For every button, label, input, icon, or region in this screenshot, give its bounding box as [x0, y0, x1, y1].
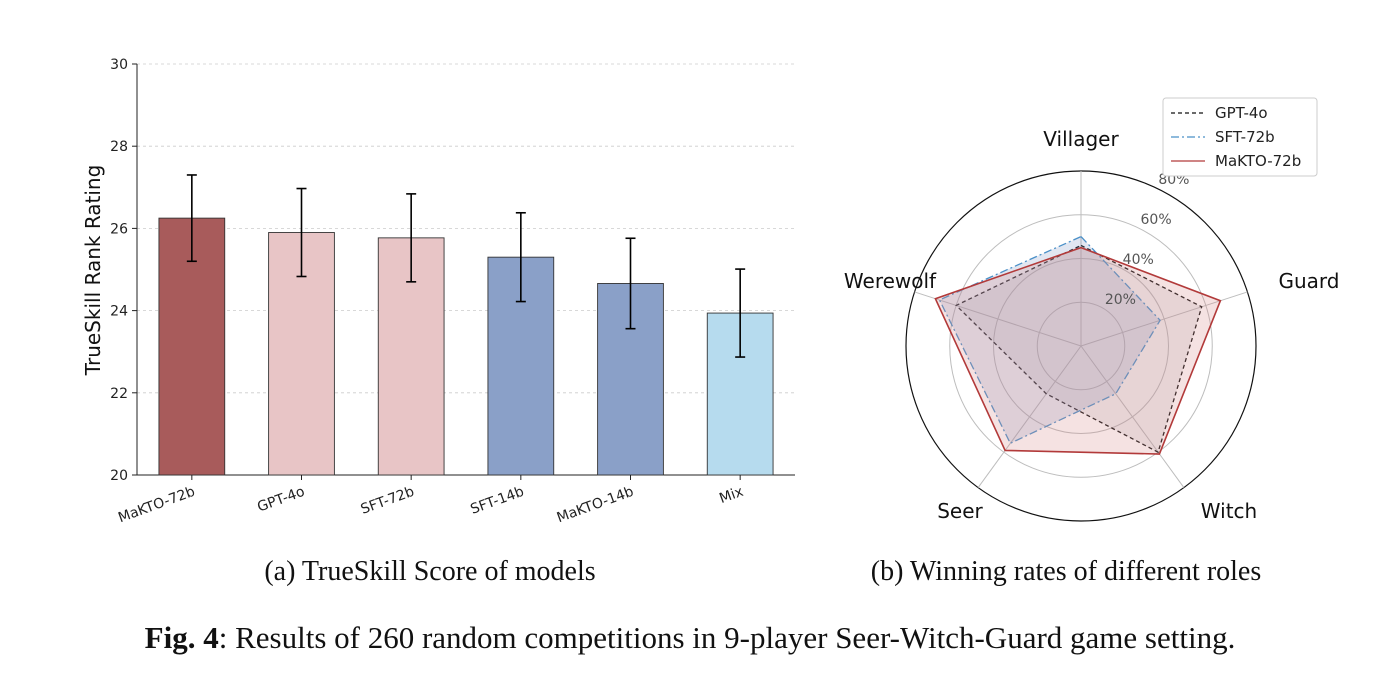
bar-chart-axes: [136, 64, 795, 476]
bar-chart-error-bars: [186, 174, 746, 358]
radar-radial-tick: 20%: [1105, 292, 1136, 308]
figure-caption-text: : Results of 260 random competitions in …: [219, 620, 1236, 655]
bar-chart-x-ticks: MaKTO-72b GPT-4o SFT-72b SFT-14b MaKTO-14b Mi…: [116, 475, 746, 527]
radar-radial-tick: 60%: [1141, 212, 1172, 228]
bar-chart-bars: [158, 217, 774, 476]
y-axis-label: TrueSkill Rank Rating: [81, 165, 105, 377]
y-tick-label: 24: [110, 304, 128, 320]
radar-axis-label-seer: Seer: [937, 499, 983, 523]
legend-label: SFT-72b: [1215, 128, 1275, 146]
bar-chart-gridlines: [137, 63, 795, 476]
y-tick-label: 30: [110, 57, 128, 73]
y-tick-label: 22: [110, 386, 128, 402]
x-tick-label: GPT-4o: [255, 484, 307, 516]
x-tick-label: SFT-14b: [468, 484, 526, 518]
radar-radial-tick: 40%: [1123, 252, 1154, 268]
legend-box: [1162, 97, 1318, 177]
radar-role-labels: Villager Guard Witch Seer Werewolf: [844, 127, 1340, 523]
y-tick-label: 26: [110, 221, 128, 237]
y-tick-label: 20: [110, 468, 128, 484]
legend: GPT-4o SFT-72b MaKTO-72b: [1162, 97, 1318, 177]
radar-axis-label-witch: Witch: [1201, 499, 1257, 523]
radar-axis-label-werewolf: Werewolf: [844, 269, 937, 293]
radar-spoke: [1080, 345, 1185, 488]
radar-spoke: [914, 291, 1082, 347]
x-tick-label: Mix: [717, 484, 745, 507]
x-tick-label: MaKTO-14b: [555, 484, 636, 527]
winning-rate-radar-chart: 20%40%60%80% VillagerGuardWitchSeerWerew…: [844, 97, 1340, 523]
radar-axis-label-guard: Guard: [1279, 269, 1340, 293]
bar-chart-y-ticks: 20 22 24 26 28 30: [110, 57, 137, 484]
figure-caption: Fig. 4: Results of 260 random competitio…: [145, 620, 1236, 655]
figure-caption-label: Fig. 4: [145, 620, 219, 655]
legend-label: MaKTO-72b: [1215, 152, 1301, 170]
x-tick-label: SFT-72b: [359, 484, 417, 518]
radar-spoke: [977, 345, 1082, 488]
subcaption-b: (b) Winning rates of different roles: [871, 556, 1262, 587]
radar-axis-label-villager: Villager: [1043, 127, 1119, 151]
trueskill-bar-chart: 20 22 24 26 28 30 MaKTO-72b GPT-4o SFT-72b SFT-1…: [81, 57, 795, 526]
radar-series-makto-72b: [934, 246, 1222, 455]
y-tick-label: 28: [110, 139, 128, 155]
subcaption-a: (a) TrueSkill Score of models: [264, 556, 595, 587]
radar-series: [934, 235, 1222, 455]
x-tick-label: MaKTO-72b: [116, 484, 197, 527]
legend-label: GPT-4o: [1215, 104, 1268, 122]
radar-gridlines: [905, 170, 1257, 522]
radar-series-gpt-4o: [955, 244, 1203, 454]
